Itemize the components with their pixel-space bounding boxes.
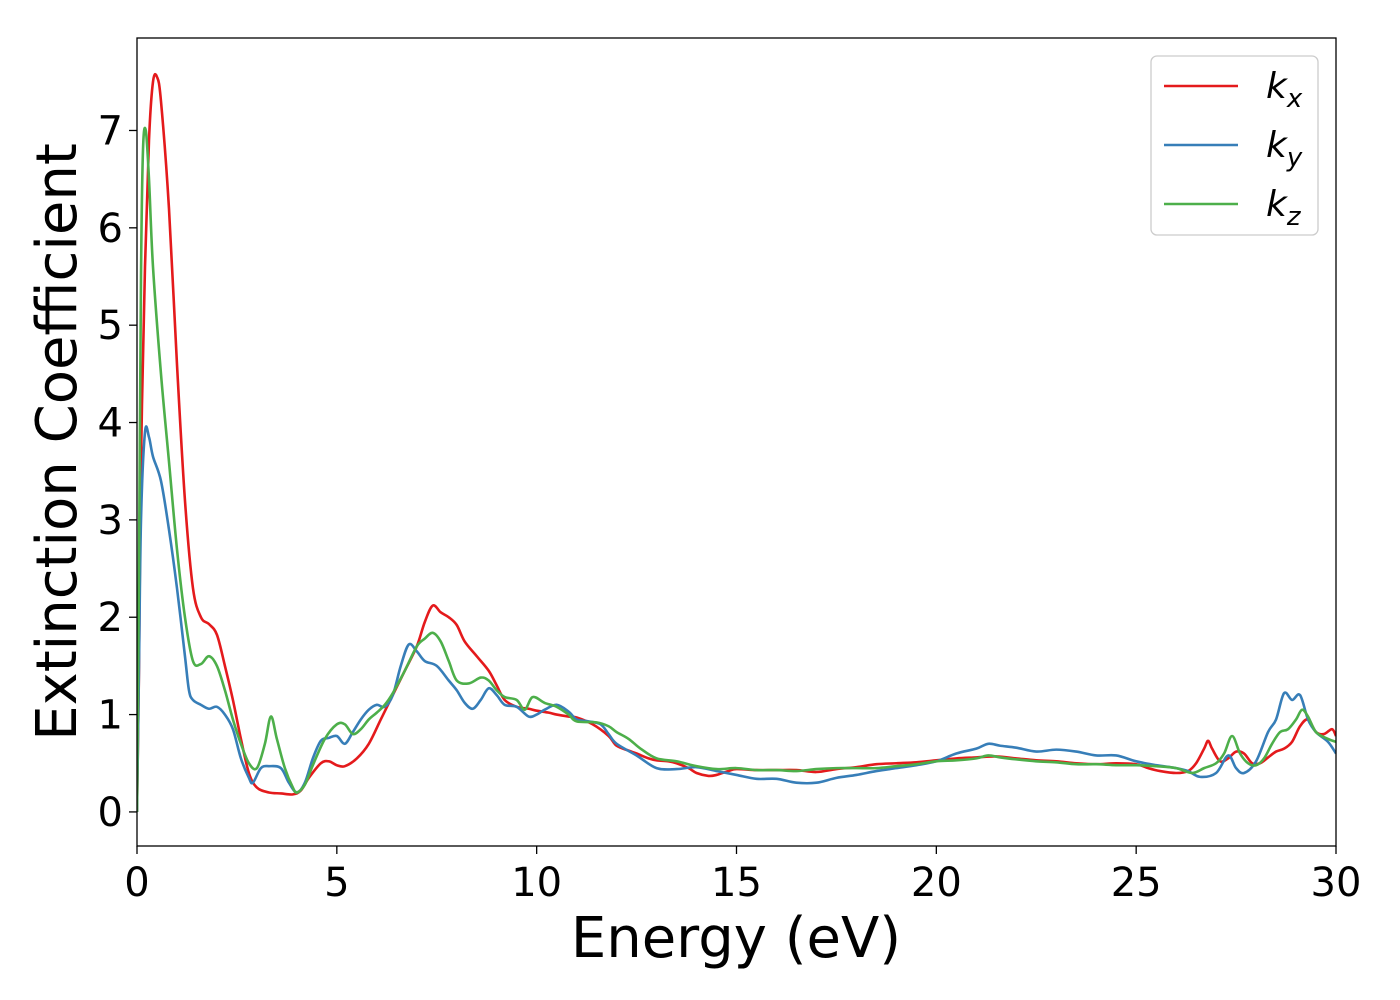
x-tick-label: 30 bbox=[1311, 860, 1362, 906]
y-tick-label: 2 bbox=[98, 595, 123, 641]
x-axis: 0 5 10 15 20 25 30 bbox=[124, 846, 1361, 906]
y-axis-title: Extinction Coefficient bbox=[25, 143, 90, 741]
legend-label-kx: kx bbox=[1266, 66, 1303, 114]
x-axis-title: Energy (eV) bbox=[571, 906, 901, 971]
x-tick-label: 25 bbox=[1111, 860, 1162, 906]
x-tick-label: 20 bbox=[911, 860, 962, 906]
y-axis: 0 1 2 3 4 5 6 7 bbox=[98, 108, 137, 836]
legend-label-ky: ky bbox=[1266, 125, 1303, 173]
y-tick-label: 5 bbox=[98, 303, 123, 349]
y-tick-label: 4 bbox=[98, 401, 123, 447]
x-tick-label: 5 bbox=[324, 860, 349, 906]
y-tick-label: 6 bbox=[98, 206, 123, 252]
legend-label-kz: kz bbox=[1266, 184, 1302, 232]
plot-frame bbox=[136, 37, 1337, 847]
x-tick-label: 10 bbox=[511, 860, 562, 906]
y-tick-label: 1 bbox=[98, 693, 123, 739]
y-tick-label: 3 bbox=[98, 498, 123, 544]
y-tick-label: 7 bbox=[98, 108, 123, 154]
series-line-ky bbox=[137, 425, 1336, 812]
x-tick-label: 0 bbox=[124, 860, 149, 906]
y-tick-label: 0 bbox=[98, 790, 123, 836]
legend: kx ky kz bbox=[1150, 55, 1319, 236]
x-tick-label: 15 bbox=[711, 860, 762, 906]
plot-area bbox=[137, 72, 1336, 812]
series-line-kz bbox=[137, 126, 1336, 812]
